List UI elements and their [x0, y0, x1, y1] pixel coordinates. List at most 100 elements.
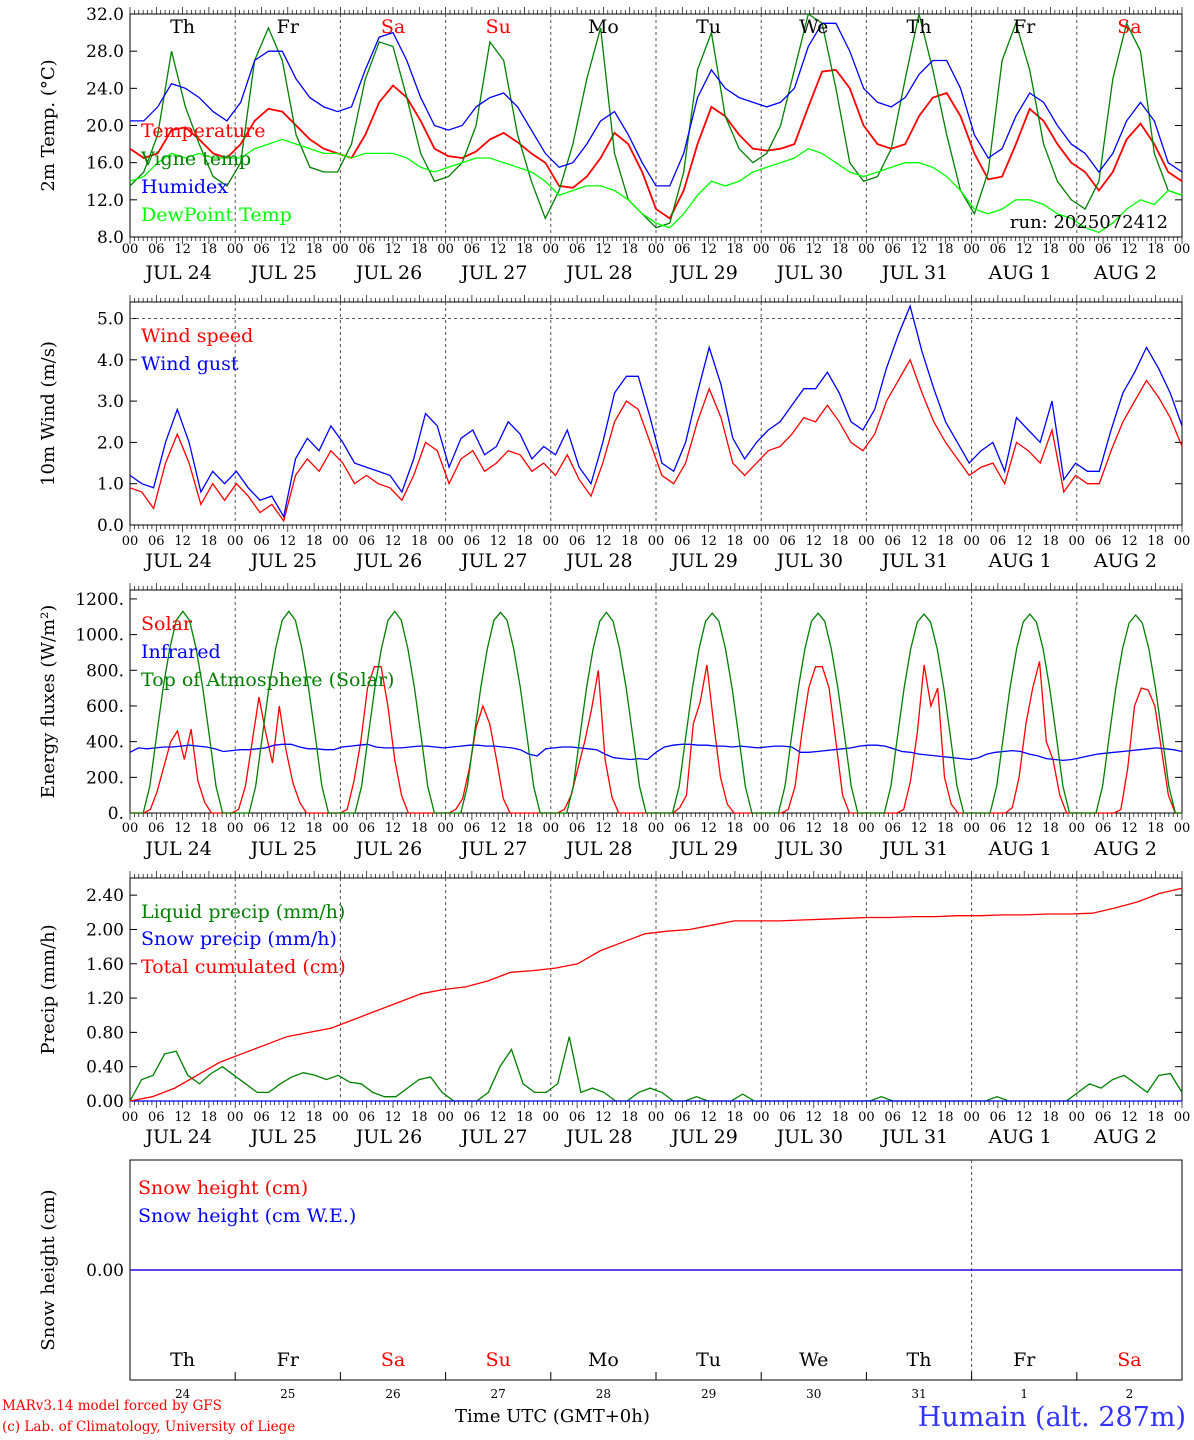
date-label: JUL 27: [459, 1126, 527, 1148]
hour-tick-label: 06: [884, 534, 901, 549]
hour-tick-label: 18: [306, 534, 323, 549]
y-tick-label: 16.0: [86, 154, 124, 174]
hour-tick-label: 06: [779, 242, 796, 257]
y-axis-label: 2m Temp. (°C): [38, 59, 59, 191]
legend-entry: Infrared: [141, 641, 221, 663]
hour-tick-label: 12: [806, 821, 823, 836]
hour-tick-label: 00: [648, 534, 665, 549]
hour-tick-label: 00: [1174, 821, 1191, 836]
hour-tick-label: 18: [516, 1110, 533, 1125]
legend-entry: Wind speed: [141, 325, 253, 347]
y-tick-label: 4.0: [97, 351, 124, 371]
y-tick-label: 8.0: [97, 228, 124, 248]
hour-tick-label: 18: [937, 242, 954, 257]
weekday-label: Fr: [277, 1349, 300, 1371]
y-tick-label: 1.20: [86, 989, 124, 1009]
hour-tick-label: 18: [201, 1110, 218, 1125]
hour-tick-label: 00: [1069, 534, 1086, 549]
hour-tick-label: 18: [1042, 242, 1059, 257]
day-number-label: 29: [701, 1387, 716, 1401]
day-number-label: 24: [175, 1387, 191, 1401]
y-tick-label: 2.00: [86, 920, 124, 940]
date-label: JUL 25: [249, 262, 317, 284]
hour-tick-label: 06: [779, 1110, 796, 1125]
hour-tick-label: 18: [201, 534, 218, 549]
date-label: JUL 30: [775, 1126, 843, 1148]
hour-tick-label: 06: [148, 821, 165, 836]
hour-tick-label: 00: [122, 1110, 139, 1125]
hour-tick-label: 06: [358, 821, 375, 836]
date-label: AUG 1: [988, 262, 1052, 284]
hour-tick-label: 18: [621, 242, 638, 257]
hour-tick-label: 00: [648, 1110, 665, 1125]
legend-entry: DewPoint Temp: [141, 204, 292, 226]
y-tick-label: 1.0: [97, 475, 124, 495]
station-name: Humain (alt. 287m): [917, 1402, 1186, 1433]
weekday-label: Th: [170, 1349, 195, 1371]
hour-tick-label: 06: [464, 821, 481, 836]
hour-tick-label: 18: [727, 242, 744, 257]
legend-entry: Snow height (cm W.E.): [138, 1205, 356, 1227]
hour-tick-label: 00: [858, 1110, 875, 1125]
hour-tick-label: 12: [1121, 821, 1138, 836]
y-tick-label: 200.: [86, 768, 124, 788]
date-label: JUL 24: [143, 1126, 211, 1148]
panel-1: [129, 7, 1183, 244]
hour-tick-label: 18: [937, 1110, 954, 1125]
day-number-label: 28: [596, 1387, 611, 1401]
date-label: JUL 29: [669, 550, 737, 572]
date-label: JUL 27: [459, 550, 527, 572]
y-tick-label: 0.: [108, 804, 124, 824]
hour-tick-label: 00: [122, 534, 139, 549]
date-label: JUL 31: [880, 1126, 948, 1148]
weekday-label: Sa: [381, 1349, 405, 1371]
hour-tick-label: 00: [963, 1110, 980, 1125]
hour-tick-label: 12: [806, 534, 823, 549]
hour-tick-label: 18: [621, 1110, 638, 1125]
legend-entry: Snow height (cm): [138, 1177, 308, 1199]
weekday-label: Fr: [277, 16, 300, 38]
run-annotation: run: 2025072412: [1010, 212, 1168, 233]
hour-tick-label: 18: [411, 821, 428, 836]
day-number-label: 26: [385, 1387, 400, 1401]
hour-tick-label: 12: [806, 1110, 823, 1125]
hour-tick-label: 18: [832, 242, 849, 257]
legend-entry: Solar: [141, 613, 193, 635]
weekday-label: Mo: [588, 16, 619, 38]
hour-tick-label: 00: [858, 821, 875, 836]
y-tick-label: 1200.: [75, 590, 124, 610]
hour-tick-label: 12: [1016, 534, 1033, 549]
hour-tick-label: 06: [674, 821, 691, 836]
hour-tick-label: 00: [543, 821, 560, 836]
hour-tick-label: 00: [1069, 821, 1086, 836]
y-tick-label: 0.40: [86, 1058, 124, 1078]
hour-tick-label: 12: [595, 242, 612, 257]
hour-tick-label: 00: [332, 1110, 349, 1125]
date-label: JUL 26: [354, 262, 422, 284]
y-tick-label: 3.0: [97, 392, 124, 412]
hour-tick-label: 18: [1042, 1110, 1059, 1125]
y-tick-label: 0.00: [86, 1092, 124, 1112]
hour-tick-label: 00: [437, 821, 454, 836]
day-number-label: 27: [491, 1387, 506, 1401]
hour-tick-label: 18: [1042, 534, 1059, 549]
weekday-label: Sa: [1117, 16, 1141, 38]
hour-tick-label: 12: [911, 821, 928, 836]
hour-tick-label: 12: [806, 242, 823, 257]
series-line-temperature: [129, 68, 1183, 220]
legend-entry: Snow precip (mm/h): [141, 928, 337, 950]
weekday-label: Su: [486, 1349, 511, 1371]
date-label: JUL 24: [143, 838, 211, 860]
hour-tick-label: 12: [385, 242, 402, 257]
y-tick-label: 800.: [86, 661, 124, 681]
hour-tick-label: 18: [937, 821, 954, 836]
date-label: JUL 29: [669, 262, 737, 284]
hour-tick-label: 06: [990, 1110, 1007, 1125]
legend-entry: Vigne temp: [140, 148, 251, 170]
hour-tick-label: 00: [753, 1110, 770, 1125]
hour-tick-label: 00: [227, 1110, 244, 1125]
date-label: AUG 2: [1093, 838, 1157, 860]
hour-tick-label: 12: [280, 821, 297, 836]
date-label: JUL 28: [564, 550, 632, 572]
